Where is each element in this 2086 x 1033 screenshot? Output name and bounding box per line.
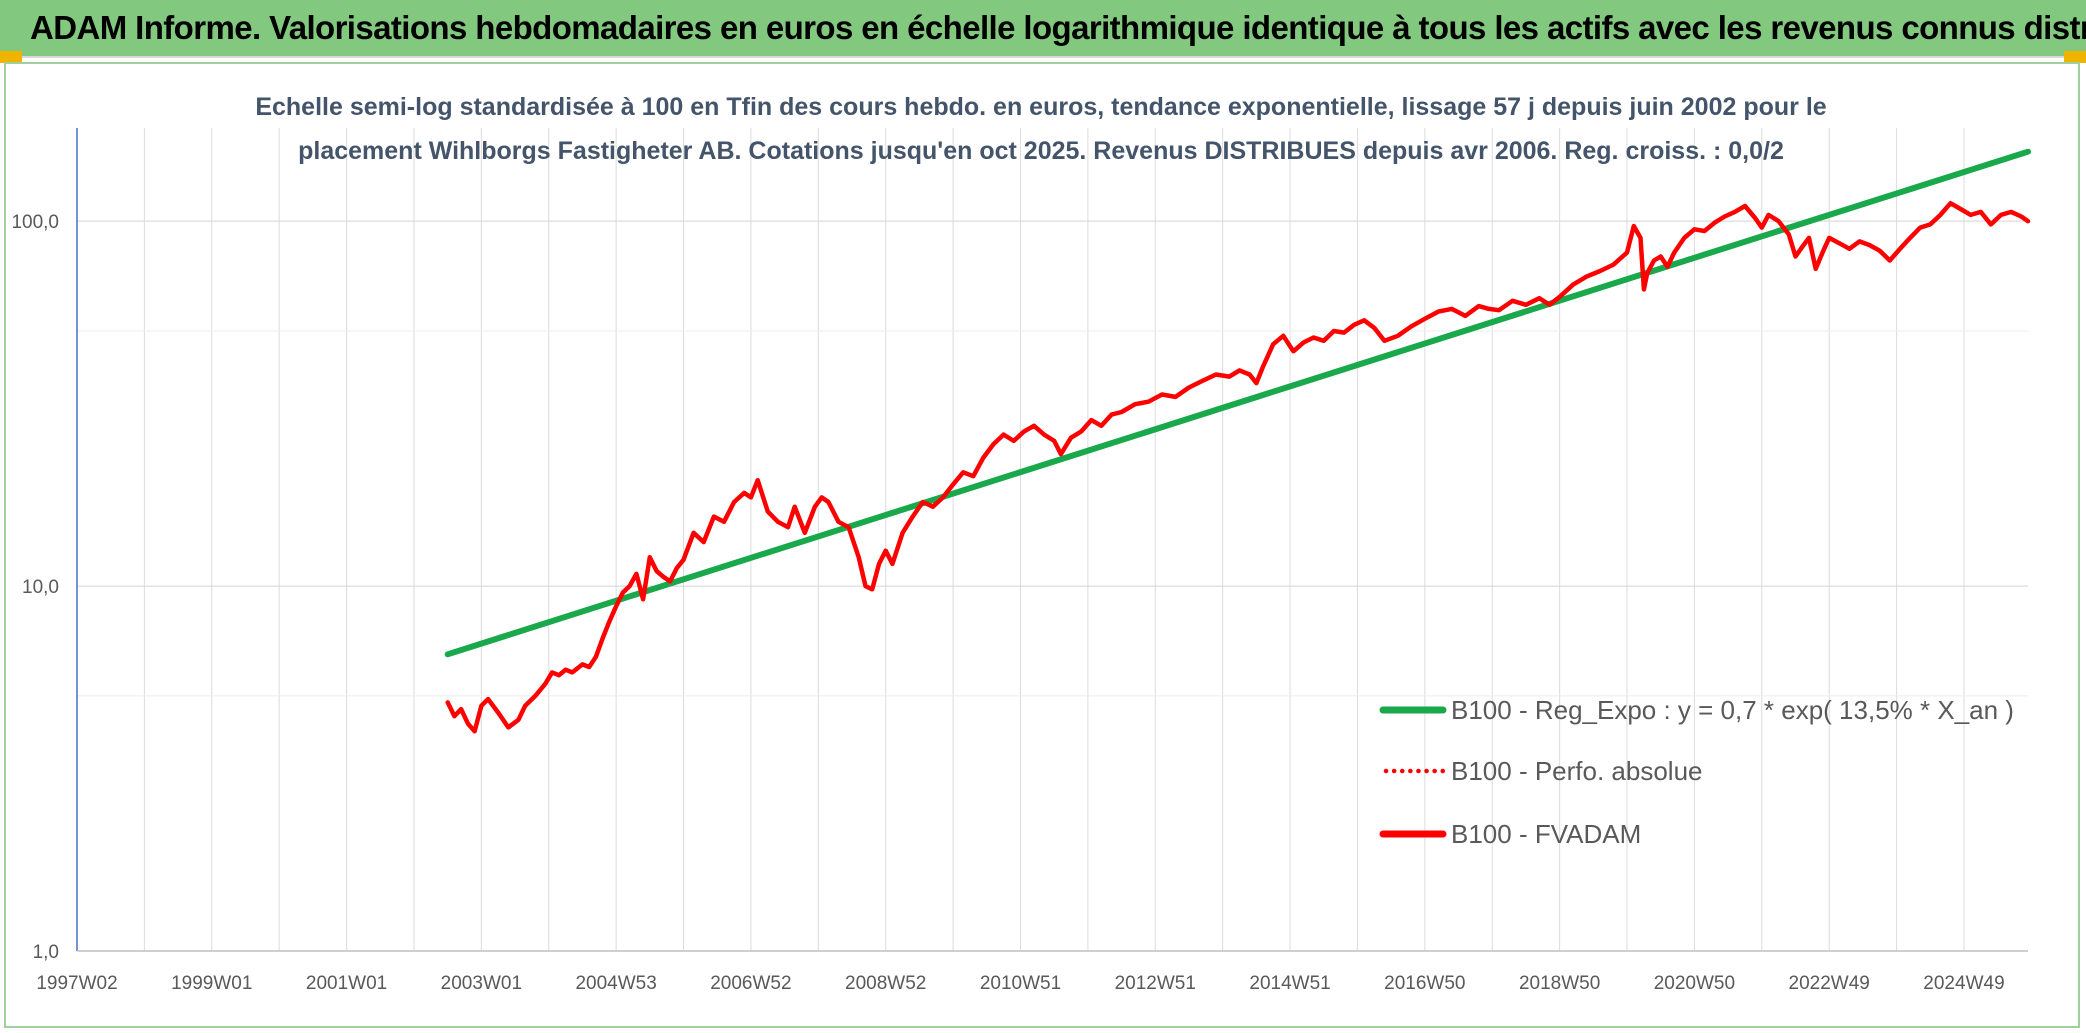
series-line-fvadam: [445, 200, 2031, 734]
x-tick-label: 2010W51: [980, 973, 1061, 994]
report-title: ADAM Informe. Valorisations hebdomadaire…: [30, 9, 2086, 46]
x-tick-label: 2016W50: [1384, 973, 1465, 994]
grid: [76, 128, 2028, 952]
x-tick-label: 2014W51: [1249, 973, 1330, 994]
x-tick-label: 2001W01: [306, 973, 387, 994]
x-tick-label: 2018W50: [1519, 973, 1600, 994]
x-tick-label: 2024W49: [1923, 973, 2004, 994]
chart-title-line-1: Echelle semi-log standardisée à 100 en T…: [255, 93, 1826, 121]
x-tick-label: 2003W01: [441, 973, 522, 994]
y-tick-label: 10,0: [22, 577, 59, 598]
x-tick-label: 2006W52: [710, 973, 791, 994]
series-line-reg-expo: [444, 148, 2031, 658]
x-tick-label: 2008W52: [845, 973, 926, 994]
y-tick-label: 100,0: [11, 212, 59, 233]
legend-label-perfo-absolue: B100 - Perfo. absolue: [1451, 756, 1703, 786]
x-tick-label: 2012W51: [1115, 973, 1196, 994]
corner-marker-right: [2064, 51, 2086, 63]
series: [444, 148, 2031, 734]
legend: B100 - Reg_Expo : y = 0,7 * exp( 13,5% *…: [1379, 695, 2014, 849]
axes: [76, 128, 2028, 952]
x-tick-labels: 1997W02 1999W01 2001W01 2003W01 2004W53 2006W…: [36, 973, 2004, 994]
x-tick-label: 2004W53: [575, 973, 656, 994]
chart-frame: [4, 62, 2080, 1028]
x-tick-label: 2020W50: [1654, 973, 1735, 994]
chart-title-line-2: placement Wihlborgs Fastigheter AB. Cota…: [298, 137, 1784, 165]
y-tick-labels: 1,0 10,0 100,0: [11, 212, 59, 963]
x-tick-label: 1997W02: [36, 973, 117, 994]
corner-marker-left: [0, 51, 22, 63]
chart-title: Echelle semi-log standardisée à 100 en T…: [255, 93, 1826, 165]
legend-label-reg-expo: B100 - Reg_Expo : y = 0,7 * exp( 13,5% *…: [1451, 695, 2014, 725]
x-tick-label: 2022W49: [1789, 973, 1870, 994]
y-tick-label: 1,0: [33, 942, 59, 963]
report-banner: ADAM Informe. Valorisations hebdomadaire…: [0, 0, 2086, 58]
x-tick-label: 1999W01: [171, 973, 252, 994]
legend-label-fvadam: B100 - FVADAM: [1451, 819, 1641, 849]
